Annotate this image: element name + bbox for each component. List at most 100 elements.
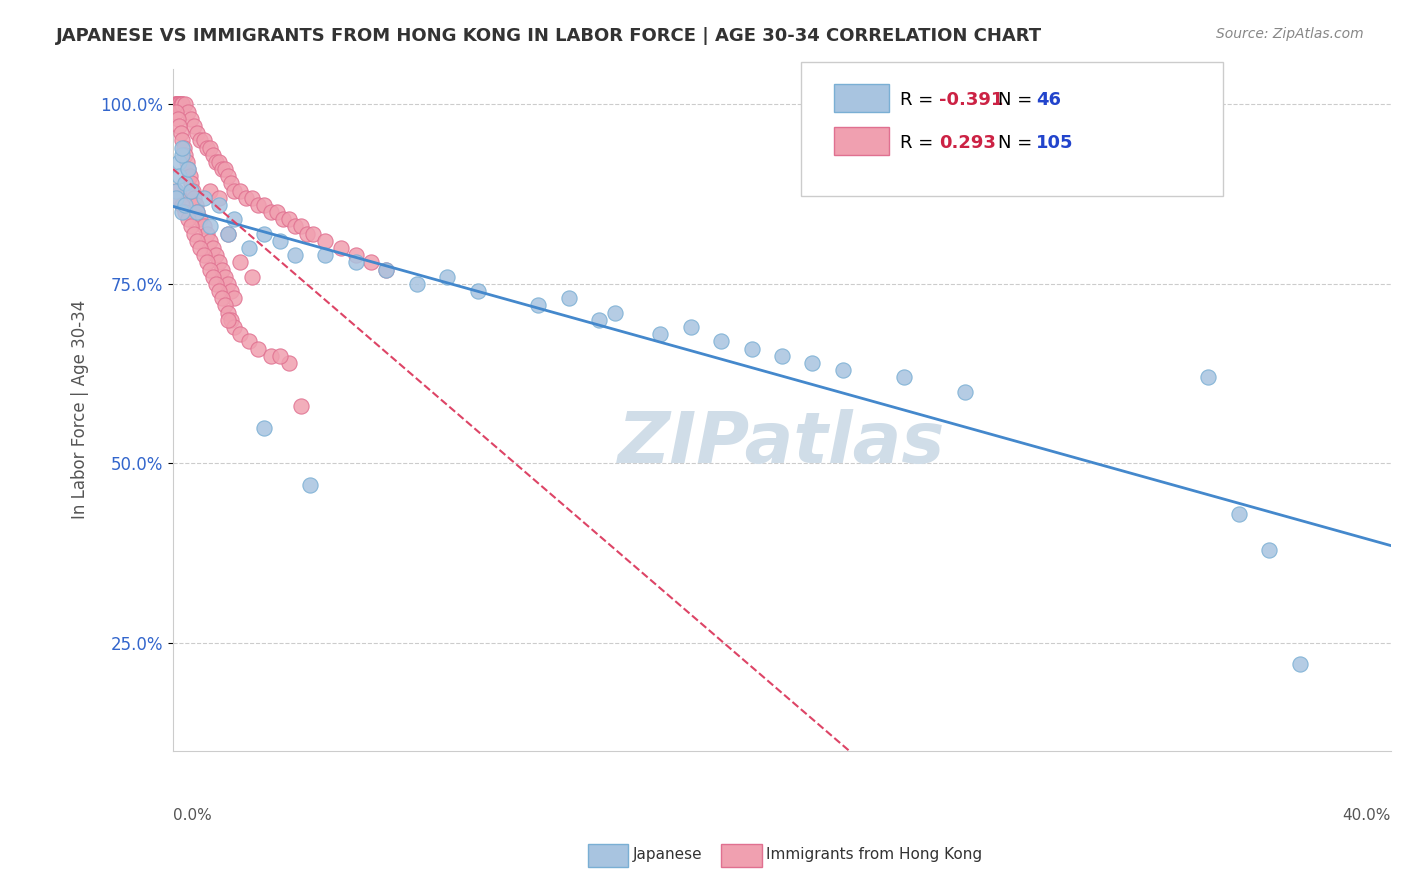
Point bbox=[247, 198, 270, 212]
Point bbox=[679, 320, 702, 334]
Point bbox=[170, 126, 193, 140]
Point bbox=[302, 227, 325, 241]
Point bbox=[163, 97, 186, 112]
Point bbox=[211, 291, 233, 305]
Point bbox=[165, 104, 187, 119]
Point bbox=[893, 370, 915, 384]
Point bbox=[217, 227, 239, 241]
Point bbox=[214, 162, 236, 177]
Point bbox=[314, 248, 336, 262]
Point bbox=[204, 277, 226, 291]
Point bbox=[832, 363, 855, 377]
Point bbox=[170, 97, 193, 112]
Point bbox=[229, 327, 252, 342]
Point bbox=[165, 184, 187, 198]
Point bbox=[208, 284, 231, 298]
Point bbox=[253, 420, 276, 434]
Point bbox=[259, 205, 281, 219]
Point bbox=[166, 112, 188, 126]
Point bbox=[186, 205, 208, 219]
Point bbox=[558, 291, 581, 305]
Point bbox=[180, 112, 202, 126]
Point bbox=[253, 198, 276, 212]
Point bbox=[1258, 542, 1281, 557]
Point bbox=[222, 212, 245, 227]
Point bbox=[177, 212, 200, 227]
Point bbox=[211, 162, 233, 177]
Text: 0.293: 0.293 bbox=[939, 134, 995, 152]
Point bbox=[193, 219, 215, 234]
Point bbox=[208, 154, 231, 169]
Point bbox=[269, 234, 291, 248]
Point bbox=[167, 97, 190, 112]
Point bbox=[219, 313, 242, 327]
Point bbox=[193, 191, 215, 205]
Point bbox=[266, 205, 288, 219]
Point bbox=[217, 277, 239, 291]
Point bbox=[238, 334, 260, 349]
Point bbox=[588, 313, 610, 327]
Point bbox=[527, 298, 550, 312]
Point bbox=[204, 248, 226, 262]
Point bbox=[229, 255, 252, 269]
Point bbox=[1288, 657, 1310, 672]
Point bbox=[222, 291, 245, 305]
Point bbox=[174, 198, 197, 212]
Point bbox=[222, 184, 245, 198]
Point bbox=[201, 147, 224, 161]
Y-axis label: In Labor Force | Age 30-34: In Labor Force | Age 30-34 bbox=[72, 300, 89, 519]
Point bbox=[193, 133, 215, 147]
Point bbox=[198, 219, 221, 234]
Point bbox=[314, 234, 336, 248]
Text: 105: 105 bbox=[1036, 134, 1074, 152]
Point bbox=[1197, 370, 1219, 384]
Point bbox=[953, 384, 976, 399]
Text: 40.0%: 40.0% bbox=[1343, 808, 1391, 823]
Point bbox=[172, 205, 194, 219]
Point bbox=[167, 154, 190, 169]
Point bbox=[198, 234, 221, 248]
Point bbox=[174, 147, 197, 161]
Point bbox=[193, 248, 215, 262]
Point bbox=[170, 97, 193, 112]
Point bbox=[198, 140, 221, 154]
Point bbox=[277, 356, 299, 370]
Point bbox=[174, 205, 197, 219]
Point bbox=[344, 255, 367, 269]
Point bbox=[165, 191, 187, 205]
Point bbox=[201, 241, 224, 255]
Point bbox=[165, 97, 187, 112]
Point bbox=[436, 269, 458, 284]
Point bbox=[173, 140, 195, 154]
Point bbox=[375, 262, 398, 277]
Point bbox=[167, 191, 190, 205]
Point bbox=[186, 205, 208, 219]
Point bbox=[195, 255, 218, 269]
Point bbox=[290, 399, 312, 413]
Point bbox=[235, 191, 257, 205]
Point bbox=[222, 320, 245, 334]
Point bbox=[217, 169, 239, 184]
Point bbox=[177, 162, 200, 177]
Point bbox=[770, 349, 793, 363]
Point bbox=[360, 255, 382, 269]
Point bbox=[190, 133, 212, 147]
Point bbox=[329, 241, 352, 255]
Point bbox=[214, 269, 236, 284]
Point bbox=[229, 184, 252, 198]
Point bbox=[190, 241, 212, 255]
Point bbox=[219, 284, 242, 298]
Point bbox=[172, 140, 194, 154]
Point bbox=[176, 154, 198, 169]
Point bbox=[247, 342, 270, 356]
Text: JAPANESE VS IMMIGRANTS FROM HONG KONG IN LABOR FORCE | AGE 30-34 CORRELATION CHA: JAPANESE VS IMMIGRANTS FROM HONG KONG IN… bbox=[56, 27, 1042, 45]
Point bbox=[167, 97, 190, 112]
Point bbox=[1227, 507, 1250, 521]
Point bbox=[177, 162, 200, 177]
Point bbox=[405, 277, 427, 291]
Text: R =: R = bbox=[900, 91, 939, 109]
Point bbox=[603, 306, 626, 320]
Point bbox=[271, 212, 294, 227]
Point bbox=[174, 177, 197, 191]
Point bbox=[167, 169, 190, 184]
